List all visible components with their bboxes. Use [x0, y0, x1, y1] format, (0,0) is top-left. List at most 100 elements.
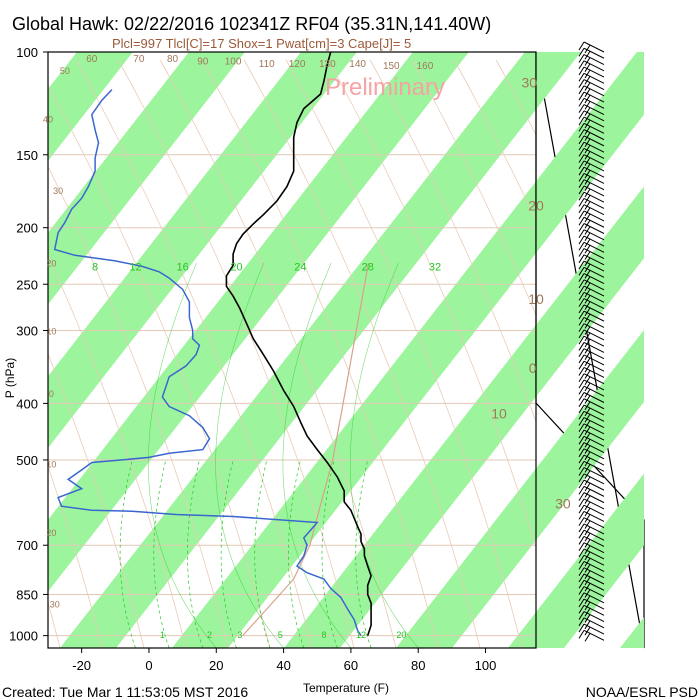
temperature-band: [48, 52, 133, 161]
chart-title: Global Hawk: 02/22/2016 102341Z RF04 (35…: [12, 14, 491, 34]
preliminary-watermark: Preliminary: [325, 74, 445, 101]
barb-feather: [578, 342, 585, 351]
theta-label: 80: [167, 54, 179, 65]
plot-area: [48, 52, 536, 648]
wind-barb: [578, 285, 605, 298]
y-tick-label: 300: [16, 323, 38, 338]
theta-label: 120: [289, 59, 306, 70]
barb-staff: [583, 423, 605, 435]
wind-barb: [578, 154, 605, 166]
barb-feather: [578, 373, 585, 382]
dry-adiabat: [48, 165, 229, 648]
barb-feather: [584, 213, 591, 223]
barb-feather: [584, 526, 591, 536]
wind-barb: [578, 379, 605, 392]
surface-mixing-label: 2: [207, 630, 212, 640]
barb-feather: [578, 60, 585, 70]
barb-staff: [583, 216, 605, 228]
barb-feather: [578, 561, 585, 570]
wind-barb: [578, 417, 605, 429]
barb-staff: [583, 460, 605, 472]
barb-staff: [583, 492, 605, 504]
barb-feather: [584, 451, 591, 461]
wind-barb: [578, 617, 605, 630]
barb-feather: [578, 229, 585, 239]
barb-feather: [578, 354, 585, 364]
barb-feather: [578, 579, 585, 589]
wind-barb: [578, 260, 605, 273]
barb-feather: [578, 323, 585, 332]
barb-staff: [583, 91, 605, 103]
barb-feather: [584, 476, 591, 486]
barb-feather: [578, 423, 585, 433]
barb-feather: [584, 414, 591, 423]
temperature-band: [284, 324, 536, 648]
y-tick-label: 500: [16, 453, 38, 468]
barb-feather: [584, 57, 591, 66]
wind-band: [536, 52, 644, 648]
wind-barb: [578, 79, 605, 91]
barb-staff: [583, 248, 605, 259]
barb-feather: [578, 41, 585, 51]
barb-feather: [578, 185, 585, 195]
x-tick-label: 100: [475, 658, 497, 673]
dry-adiabat: [48, 254, 187, 648]
wind-barb: [578, 223, 605, 235]
barb-feather: [584, 132, 591, 141]
barb-feather: [578, 360, 585, 370]
barb-feather: [584, 582, 591, 592]
barb-staff: [583, 110, 605, 122]
barb-feather: [584, 276, 591, 285]
adiabat-label: 20: [46, 258, 56, 268]
barb-staff: [583, 611, 605, 622]
barb-feather: [578, 605, 585, 614]
barb-staff: [583, 141, 605, 153]
barb-feather: [584, 126, 591, 135]
barb-feather: [578, 611, 585, 620]
wind-barb: [578, 147, 605, 160]
adiabat-label: 20: [46, 528, 56, 538]
wind-barb: [578, 179, 605, 191]
barb-staff: [583, 260, 605, 272]
barb-staff: [583, 579, 605, 591]
y-tick-label: 400: [16, 396, 38, 411]
surface-mixing-label: 5: [278, 630, 283, 640]
barb-staff: [583, 147, 605, 159]
barb-staff: [583, 629, 605, 641]
barb-feather: [578, 298, 585, 307]
barb-feather: [584, 232, 591, 242]
barb-feather: [584, 551, 591, 561]
mixing-ratio-line: [220, 459, 237, 648]
dry-adiabat: [453, 59, 536, 222]
wind-barb: [578, 404, 605, 417]
barb-staff: [583, 154, 605, 166]
barb-staff: [583, 254, 605, 266]
surface-mixing-label: 3: [237, 630, 242, 640]
barb-feather: [578, 473, 585, 483]
adiabat-label: 10: [46, 459, 56, 469]
barb-staff: [583, 79, 605, 91]
barb-feather: [578, 223, 585, 232]
barb-feather: [578, 598, 585, 608]
wind-barb: [578, 335, 605, 348]
barb-feather: [584, 295, 591, 304]
theta-label: 130: [319, 59, 336, 70]
barb-feather: [578, 436, 585, 445]
barb-staff: [583, 223, 605, 234]
barb-staff: [583, 454, 605, 466]
wind-barb: [578, 254, 605, 267]
barb-feather: [584, 376, 591, 385]
mixing-ratio-label: 8: [92, 262, 98, 274]
barb-feather: [584, 251, 591, 260]
barb-feather: [584, 326, 591, 335]
barb-feather: [578, 385, 585, 395]
barb-staff: [583, 504, 605, 516]
wind-barb: [578, 85, 605, 98]
barb-staff: [583, 473, 605, 485]
wind-barb: [578, 248, 605, 260]
wind-barb: [578, 448, 605, 461]
barb-feather: [578, 66, 585, 76]
y-tick-label: 250: [16, 277, 38, 292]
barb-feather: [578, 379, 585, 389]
barb-feather: [584, 626, 591, 636]
